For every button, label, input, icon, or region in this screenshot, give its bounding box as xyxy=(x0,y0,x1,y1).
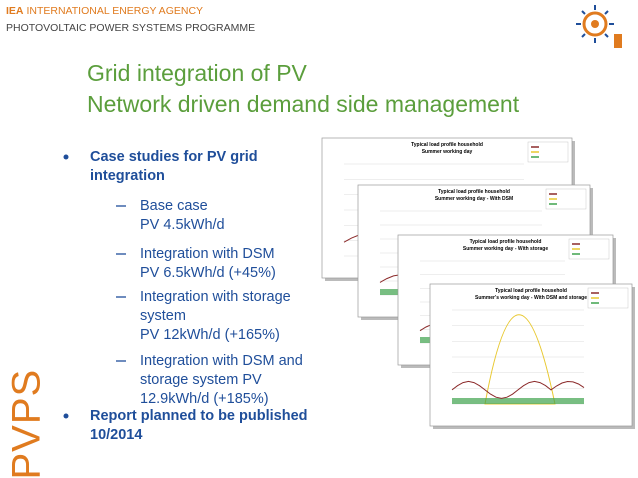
figure-title: Summer working day - With DSM xyxy=(435,196,513,202)
sub-bullet: Base case xyxy=(140,198,208,214)
figure-title: Typical load profile household xyxy=(438,189,510,195)
figure-title: Typical load profile household xyxy=(495,288,567,294)
figure-title: Summer working day xyxy=(422,149,473,155)
sub-bullet: Integration with DSM xyxy=(140,246,275,262)
bullet: Case studies for PV grid integration xyxy=(90,149,258,184)
sub-bullet: Integration with storage system xyxy=(140,289,291,324)
title-line2: Network driven demand side management xyxy=(87,91,520,117)
agency-line: IEA INTERNATIONAL ENERGY AGENCY xyxy=(6,5,203,17)
figure-title: Typical load profile household xyxy=(411,142,483,148)
pv-area xyxy=(484,314,556,405)
sub-detail: PV 12kWh/d (+165%) xyxy=(140,327,280,343)
sub-bullet: Integration with DSM and storage system … xyxy=(140,353,303,407)
figure-title: Typical load profile household xyxy=(470,239,542,245)
agency: INTERNATIONAL ENERGY AGENCY xyxy=(26,5,204,17)
storage-band xyxy=(452,398,584,404)
agency-abbr: IEA xyxy=(6,5,24,17)
logo xyxy=(576,5,622,48)
load-line xyxy=(451,380,585,399)
figure-title: Summer's working day - With DSM and stor… xyxy=(475,295,587,301)
figure-title: Summer working day - With storage xyxy=(463,246,548,252)
sub-detail: PV 4.5kWh/d xyxy=(140,217,225,233)
programme: PHOTOVOLTAIC POWER SYSTEMS PROGRAMME xyxy=(6,22,256,34)
title-line1: Grid integration of PV xyxy=(87,60,307,86)
sub-detail: PV 6.5kWh/d (+45%) xyxy=(140,265,276,281)
bullet: Report planned to be published 10/2014 xyxy=(90,408,308,443)
